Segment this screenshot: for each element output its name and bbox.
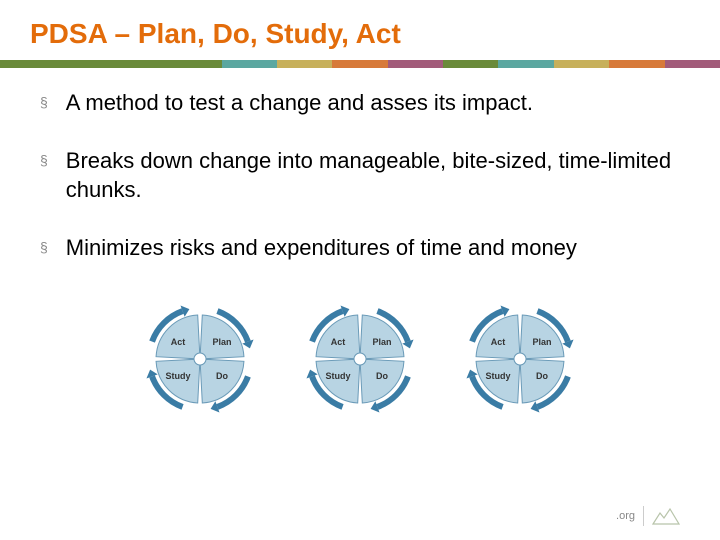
pdsa-cycle: Act Plan Study Do <box>110 291 290 431</box>
svg-text:Act: Act <box>491 337 506 347</box>
footer-divider <box>643 506 644 526</box>
pdsa-cycle: Act Plan Study Do <box>430 291 610 431</box>
mountain-logo-icon <box>652 507 680 525</box>
bullet-item: § A method to test a change and asses it… <box>40 88 680 118</box>
bullet-item: § Minimizes risks and expenditures of ti… <box>40 233 680 263</box>
svg-text:Plan: Plan <box>532 337 551 347</box>
svg-text:Plan: Plan <box>372 337 391 347</box>
bullet-item: § Breaks down change into manageable, bi… <box>40 146 680 205</box>
svg-text:Do: Do <box>216 371 228 381</box>
pdsa-cycle: Act Plan Study Do <box>270 291 450 431</box>
svg-text:Do: Do <box>536 371 548 381</box>
color-stripe <box>0 60 720 68</box>
svg-text:Study: Study <box>325 371 350 381</box>
bullet-text: Breaks down change into manageable, bite… <box>66 146 680 205</box>
slide-title: PDSA – Plan, Do, Study, Act <box>0 0 720 60</box>
footer-text: .org <box>616 510 635 522</box>
svg-text:Study: Study <box>485 371 510 381</box>
bullet-text: Minimizes risks and expenditures of time… <box>66 233 577 263</box>
pdsa-diagram: Act Plan Study Do Act Plan Study Do Act Plan Study… <box>0 291 720 441</box>
bullet-list: § A method to test a change and asses it… <box>0 68 720 263</box>
svg-text:Act: Act <box>331 337 346 347</box>
bullet-marker-icon: § <box>40 239 48 255</box>
bullet-marker-icon: § <box>40 152 48 168</box>
svg-text:Study: Study <box>165 371 190 381</box>
bullet-text: A method to test a change and asses its … <box>66 88 533 118</box>
svg-text:Plan: Plan <box>212 337 231 347</box>
svg-text:Do: Do <box>376 371 388 381</box>
svg-text:Act: Act <box>171 337 186 347</box>
bullet-marker-icon: § <box>40 94 48 110</box>
footer: .org <box>616 506 680 526</box>
